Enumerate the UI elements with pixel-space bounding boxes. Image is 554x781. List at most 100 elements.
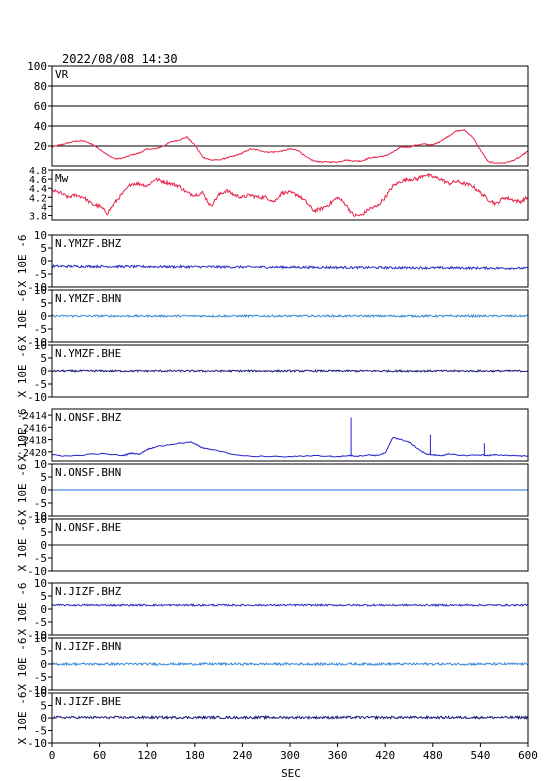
series-line (51, 661, 529, 667)
x-tick-label: 300 (280, 749, 300, 762)
y-tick-label: -5 (34, 497, 47, 510)
series-line (51, 129, 529, 164)
x-tick-label: 120 (137, 749, 157, 762)
channel-label: N.JIZF.BHZ (55, 585, 122, 598)
y-tick-label: 5 (40, 526, 47, 539)
y-tick-label: 0 (40, 255, 47, 268)
series-line (51, 603, 528, 608)
y-tick-label: 0 (40, 484, 47, 497)
y-tick-label: -5 (34, 552, 47, 565)
y-tick-label: -5 (34, 725, 47, 738)
y-axis-label: X 10E -6 (16, 464, 29, 517)
y-tick-label: -10 (27, 684, 47, 697)
channel-label: N.YMZF.BHN (55, 292, 121, 305)
panel-frame (51, 582, 529, 636)
y-tick-label: 5 (40, 352, 47, 365)
header-datetime: 2022/08/08 14:30 (62, 52, 178, 66)
y-tick-label: 0 (40, 712, 47, 725)
channel-label: N.ONSF.BHN (55, 466, 121, 479)
x-tick-label: 180 (185, 749, 205, 762)
y-tick-label: 10 (34, 687, 47, 700)
y-tick-label: 0 (40, 539, 47, 552)
y-axis-label: X 10E -6 (16, 235, 29, 288)
y-tick-label: -5 (34, 671, 47, 684)
series-line (51, 714, 529, 721)
y-tick-label: 4.4 (29, 184, 47, 195)
panel-n-onsf-bhn: -10-505 10 X 10E -6 N.ONSF.BHN (16, 458, 529, 523)
y-tick-label: 40 (34, 120, 47, 133)
y-axis-label: X 10E -6 (16, 638, 29, 691)
series-line (51, 436, 529, 458)
y-tick-label: 100 (27, 60, 47, 73)
panel-frame (51, 169, 529, 221)
y-tick-label: -5 (34, 378, 47, 391)
y-tick-label: 10 (34, 284, 47, 297)
panel-frame (51, 518, 529, 572)
y-tick-label: -2418 (17, 436, 47, 447)
x-axis: 0 60 120 180 240 300 360 420 480 540 600 (49, 743, 538, 762)
y-tick-label: -10 (27, 510, 47, 523)
y-tick-label: 4.8 (29, 166, 47, 177)
y-axis-label: X 10E -6 (16, 519, 29, 572)
panel-frame (51, 408, 529, 462)
series-line (51, 263, 529, 271)
y-tick-label: 80 (34, 80, 47, 93)
y-tick-label: -2420 (17, 448, 47, 459)
y-tick-label: 0 (40, 658, 47, 671)
y-tick-label: 5 (40, 297, 47, 310)
y-tick-label: -10 (27, 391, 47, 404)
y-tick-label: 5 (40, 590, 47, 603)
y-tick-label: 0 (40, 310, 47, 323)
y-tick-label: -10 (27, 629, 47, 642)
y-axis-label: X 10E -6 (16, 290, 29, 343)
y-tick-label: 5 (40, 471, 47, 484)
x-tick-label: 360 (328, 749, 348, 762)
x-tick-label: 420 (375, 749, 395, 762)
series-line (51, 369, 528, 373)
x-tick-label: 480 (423, 749, 443, 762)
channel-label: N.YMZF.BHZ (55, 237, 122, 250)
panel-frame (51, 344, 529, 398)
channel-label: N.JIZF.BHN (55, 640, 121, 653)
x-tick-label: 240 (232, 749, 252, 762)
y-tick-label: 5 (40, 700, 47, 713)
y-tick-label: -2414 (17, 411, 47, 422)
x-tick-label: 0 (49, 749, 56, 762)
y-axis-label: X 10E -6 (16, 583, 29, 636)
y-tick-label: -10 (27, 737, 47, 750)
y-tick-label: -2416 (17, 423, 47, 434)
panel-vr: 20 40 60 80 100 VR (27, 60, 529, 167)
channel-label: VR (55, 68, 69, 81)
y-tick-label: 3.8 (29, 211, 47, 222)
panel-frame (51, 637, 529, 691)
y-tick-label: 5 (40, 645, 47, 658)
y-tick-label: 10 (34, 229, 47, 242)
y-tick-label: -10 (27, 336, 47, 349)
y-tick-label: 10 (34, 632, 47, 645)
panel-frame (51, 463, 529, 517)
y-tick-label: 4 (41, 202, 47, 213)
y-tick-label: 10 (34, 513, 47, 526)
y-tick-label: 10 (34, 339, 47, 352)
y-tick-label: -10 (27, 281, 47, 294)
x-axis-label: SEC (281, 767, 301, 780)
chart-panels: 20406080100VR3.844.24.44.64.8Mw-10-50510… (16, 60, 529, 750)
y-tick-label: 10 (34, 577, 47, 590)
channel-label: Mw (55, 172, 69, 185)
y-tick-label: 4.6 (29, 175, 47, 186)
y-tick-label: 20 (34, 140, 47, 153)
y-tick-label: -5 (34, 616, 47, 629)
panel-frame (51, 289, 529, 343)
panel-mw: 3.844.24.44.64.8 Mw (29, 166, 529, 222)
x-tick-label: 540 (470, 749, 490, 762)
y-tick-label: -5 (34, 323, 47, 336)
y-tick-label: 60 (34, 100, 47, 113)
